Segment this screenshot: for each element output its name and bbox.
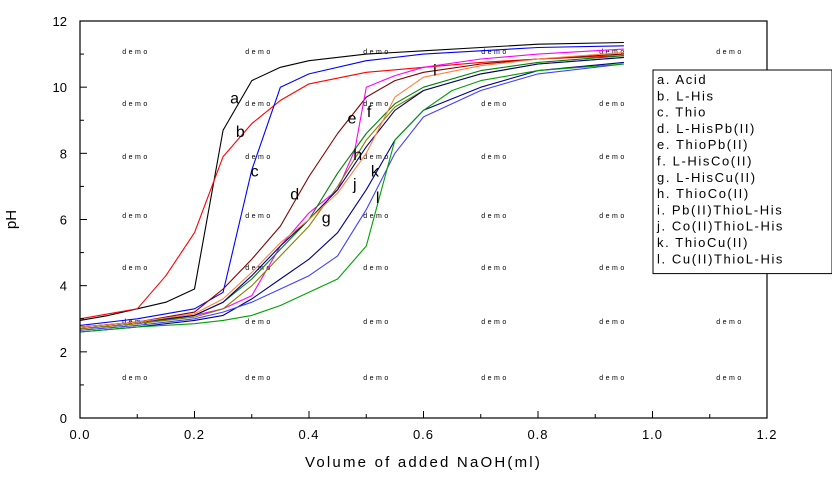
watermark-text: demo xyxy=(122,213,150,220)
watermark-text: demo xyxy=(599,213,627,220)
series-layer xyxy=(79,41,624,333)
x-tick-label: 0.4 xyxy=(298,427,319,442)
legend-entry-i: i. Pb(II)ThioL-His xyxy=(657,202,783,217)
y-tick-label: 8 xyxy=(60,146,67,161)
curve-label-e: e xyxy=(347,111,356,128)
curve-label-l: l xyxy=(376,190,380,207)
curve-label-d: d xyxy=(290,187,299,204)
legend-entry-d: d. L-HisPb(II) xyxy=(657,121,756,136)
watermark-layer: demo demo demo demo demo demo demo demo demo demo… xyxy=(122,49,744,382)
legend-box xyxy=(652,69,832,275)
watermark-text: demo xyxy=(122,154,150,161)
x-tick-label: 1.2 xyxy=(756,427,777,442)
curve-label-f: f xyxy=(367,104,372,121)
watermark-text: demo xyxy=(363,265,391,272)
curve-label-h: h xyxy=(353,147,362,164)
series-line-h xyxy=(79,56,624,328)
legend-entry-a: a. Acid xyxy=(657,72,707,87)
curve-label-g: g xyxy=(322,210,331,227)
curve-label-b: b xyxy=(236,124,245,141)
watermark-text: demo xyxy=(363,375,391,382)
watermark-text: demo xyxy=(599,319,627,326)
watermark-text: demo xyxy=(481,375,509,382)
legend-entry-j: j. Co(II)ThioL-His xyxy=(656,219,784,234)
x-axis-title: Volume of added NaOH(ml) xyxy=(305,454,542,471)
watermark-text: demo xyxy=(245,213,273,220)
watermark-text: demo xyxy=(245,101,273,108)
curve-label-c: c xyxy=(251,163,259,180)
series-line-g xyxy=(79,56,624,330)
watermark-text: demo xyxy=(599,375,627,382)
y-tick-label: 10 xyxy=(53,80,67,95)
watermark-text: demo xyxy=(481,154,509,161)
watermark-text: demo xyxy=(481,49,509,56)
curve-label-i: i xyxy=(433,63,437,80)
legend-entry-e: e. ThioPb(II) xyxy=(657,137,749,152)
watermark-text: demo xyxy=(363,49,391,56)
watermark-text: demo xyxy=(245,319,273,326)
series-line-f xyxy=(79,55,624,330)
legend-entry-k: k. ThioCu(II) xyxy=(657,235,749,250)
watermark-text: demo xyxy=(363,319,391,326)
watermark-text: demo xyxy=(245,375,273,382)
watermark-text: demo xyxy=(122,265,150,272)
y-tick-label: 2 xyxy=(60,345,67,360)
series-line-j xyxy=(79,61,624,333)
curve-label-a: a xyxy=(230,91,239,108)
watermark-text: demo xyxy=(363,213,391,220)
x-axis: 0.0 0.2 0.4 0.6 0.8 1.0 1.2 xyxy=(69,411,777,442)
series-line-b xyxy=(79,55,624,320)
watermark-text: demo xyxy=(599,101,627,108)
series-line-c xyxy=(79,45,624,326)
y-tick-label: 0 xyxy=(60,411,67,426)
watermark-text: demo xyxy=(716,319,744,326)
series-line-i xyxy=(79,51,624,328)
x-tick-label: 0.6 xyxy=(413,427,434,442)
watermark-text: demo xyxy=(481,319,509,326)
y-tick-label: 12 xyxy=(53,14,67,29)
x-tick-label: 0.0 xyxy=(69,427,90,442)
legend-entry-h: h. ThioCo(II) xyxy=(657,186,750,201)
y-tick-label: 6 xyxy=(60,213,67,228)
y-axis-title: pH xyxy=(3,210,20,229)
curve-label-layer: ab c d e f g h i jkl xyxy=(230,63,437,227)
watermark-text: demo xyxy=(599,49,627,56)
curve-label-j: j xyxy=(352,177,357,194)
legend-entry-f: f. L-HisCo(II) xyxy=(657,154,753,169)
watermark-text: demo xyxy=(481,213,509,220)
watermark-text: demo xyxy=(122,101,150,108)
watermark-text: demo xyxy=(716,375,744,382)
watermark-text: demo xyxy=(481,101,509,108)
watermark-text: demo xyxy=(599,265,627,272)
watermark-text: demo xyxy=(599,154,627,161)
x-tick-label: 0.2 xyxy=(184,427,205,442)
y-tick-label: 4 xyxy=(60,279,67,294)
watermark-text: demo xyxy=(481,265,509,272)
watermark-text: demo xyxy=(245,154,273,161)
series-line-d xyxy=(79,53,624,328)
watermark-text: demo xyxy=(245,49,273,56)
legend-entry-g: g. L-HisCu(II) xyxy=(657,170,757,185)
legend-entry-c: c. Thio xyxy=(657,105,707,120)
series-line-e xyxy=(79,48,624,330)
watermark-text: demo xyxy=(363,101,391,108)
series-line-k xyxy=(79,63,624,331)
series-line-a xyxy=(79,41,624,321)
watermark-text: demo xyxy=(122,49,150,56)
series-line-l xyxy=(79,63,624,333)
legend-entry-b: b. L-His xyxy=(657,88,715,103)
watermark-text: demo xyxy=(122,375,150,382)
curve-label-k: k xyxy=(371,163,380,180)
legend-entry-l: l. Cu(II)ThioL-His xyxy=(657,251,784,266)
y-axis: 0 2 4 6 8 10 12 xyxy=(53,14,87,426)
x-tick-label: 1.0 xyxy=(642,427,663,442)
x-tick-label: 0.8 xyxy=(527,427,548,442)
watermark-text: demo xyxy=(716,49,744,56)
watermark-text: demo xyxy=(363,154,391,161)
watermark-text: demo xyxy=(245,265,273,272)
